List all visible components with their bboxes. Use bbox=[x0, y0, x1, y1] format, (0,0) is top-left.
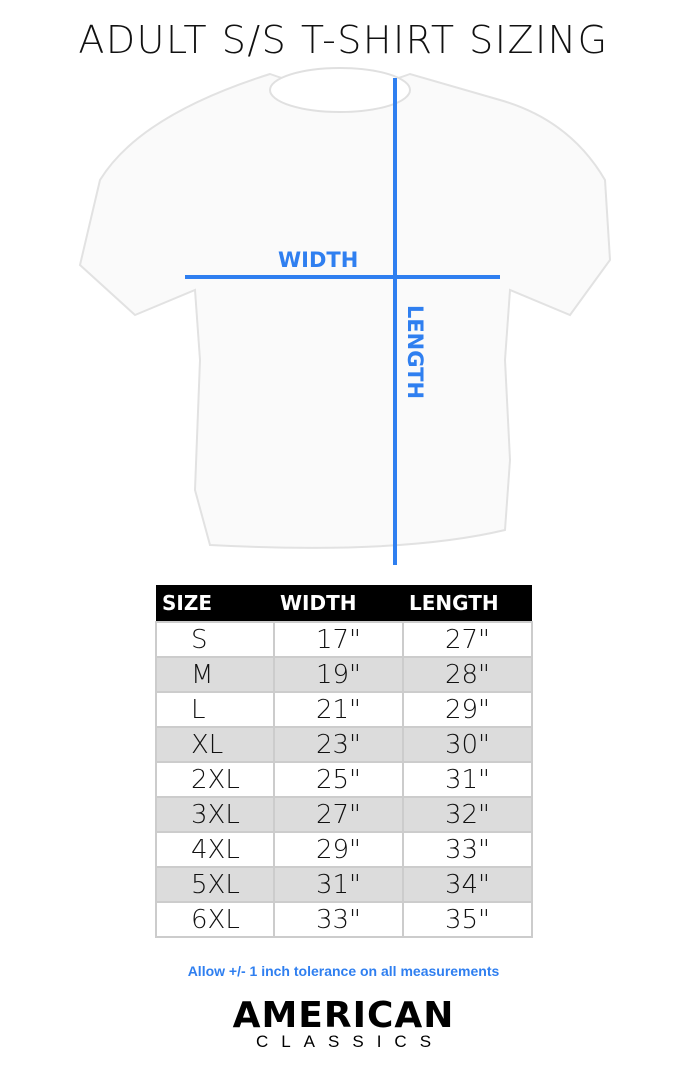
tshirt-shape bbox=[78, 72, 612, 549]
length-cell: 33" bbox=[402, 831, 533, 868]
brand-logo-line2: CLASSICS bbox=[255, 1032, 445, 1051]
size-cell: L bbox=[155, 691, 275, 728]
length-cell: 29" bbox=[402, 691, 533, 728]
table-row: L 21" 29" bbox=[155, 691, 533, 728]
width-cell: 31" bbox=[273, 866, 404, 903]
length-cell: 30" bbox=[402, 726, 533, 763]
size-cell: 5XL bbox=[155, 866, 275, 903]
width-cell: 27" bbox=[273, 796, 404, 833]
width-cell: 23" bbox=[273, 726, 404, 763]
size-cell: 6XL bbox=[155, 901, 275, 938]
table-row: M 19" 28" bbox=[155, 656, 533, 693]
header-size: SIZE bbox=[156, 585, 274, 622]
width-cell: 29" bbox=[273, 831, 404, 868]
table-row: 5XL 31" 34" bbox=[155, 866, 533, 903]
tolerance-note: Allow +/- 1 inch tolerance on all measur… bbox=[187, 963, 500, 979]
length-cell: 27" bbox=[402, 621, 533, 658]
size-cell: S bbox=[155, 621, 275, 658]
length-cell: 34" bbox=[402, 866, 533, 903]
size-cell: 4XL bbox=[155, 831, 275, 868]
size-cell: M bbox=[155, 656, 275, 693]
width-cell: 33" bbox=[273, 901, 404, 938]
header-length: LENGTH bbox=[403, 585, 532, 622]
size-cell: 2XL bbox=[155, 761, 275, 798]
width-cell: 19" bbox=[273, 656, 404, 693]
table-row: 3XL 27" 32" bbox=[155, 796, 533, 833]
length-cell: 35" bbox=[402, 901, 533, 938]
size-cell: 3XL bbox=[155, 796, 275, 833]
length-cell: 31" bbox=[402, 761, 533, 798]
width-cell: 17" bbox=[273, 621, 404, 658]
length-cell: 28" bbox=[402, 656, 533, 693]
size-cell: XL bbox=[155, 726, 275, 763]
table-row: XL 23" 30" bbox=[155, 726, 533, 763]
width-cell: 25" bbox=[273, 761, 404, 798]
length-cell: 32" bbox=[402, 796, 533, 833]
page-title: ADULT S/S T-SHIRT SIZING bbox=[78, 18, 609, 62]
table-row: S 17" 27" bbox=[155, 621, 533, 658]
width-label: WIDTH bbox=[278, 248, 359, 272]
length-label: LENGTH bbox=[403, 304, 427, 400]
width-cell: 21" bbox=[273, 691, 404, 728]
table-row: 2XL 25" 31" bbox=[155, 761, 533, 798]
tshirt-collar bbox=[269, 67, 411, 113]
header-width: WIDTH bbox=[274, 585, 403, 622]
brand-logo-line1: AMERICAN bbox=[232, 995, 455, 1036]
table-row: 4XL 29" 33" bbox=[155, 831, 533, 868]
table-row: 6XL 33" 35" bbox=[155, 901, 533, 938]
size-chart-table: SIZE WIDTH LENGTH S 17" 27" M 19" 28" L 21" 29" X… bbox=[155, 585, 533, 938]
tshirt-diagram bbox=[78, 67, 612, 565]
